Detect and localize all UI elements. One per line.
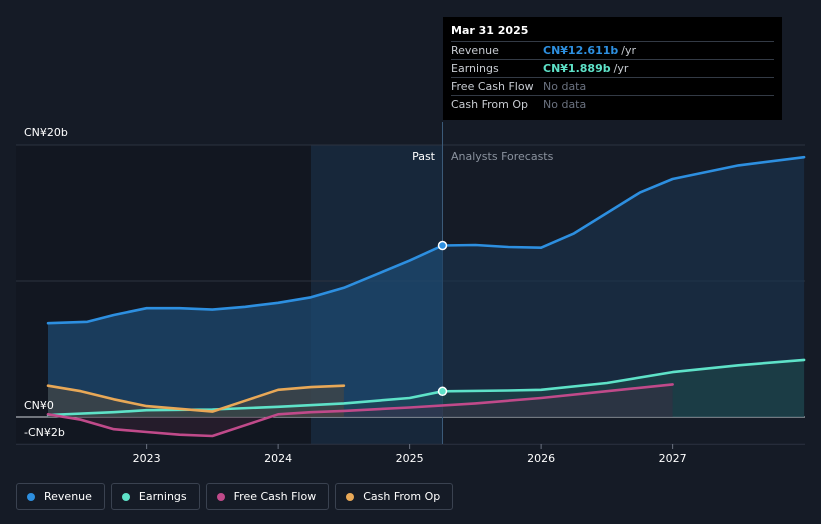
revenue-dot-icon	[27, 492, 35, 501]
legend-item-cash-from-op[interactable]: Cash From Op	[335, 483, 454, 510]
y-label-top: CN¥20b	[24, 126, 68, 139]
x-tick-label: 2025	[396, 452, 424, 465]
tooltip-row-revenue: Revenue CN¥12.611b /yr	[451, 41, 774, 59]
y-label-zero: CN¥0	[24, 399, 54, 412]
legend-item-revenue[interactable]: Revenue	[16, 483, 105, 510]
free-cash-flow-dot-icon	[216, 492, 225, 501]
tooltip-row-cfo: Cash From Op No data	[451, 95, 774, 113]
revenue-line	[46, 155, 806, 325]
tooltip-row-unit: /yr	[621, 44, 637, 57]
tooltip-row-fcf: Free Cash Flow No data	[451, 77, 774, 95]
x-tick-label: 2023	[133, 452, 161, 465]
legend: Revenue Earnings Free Cash Flow Cash Fro…	[16, 483, 454, 510]
tooltip-row-value: No data	[543, 80, 587, 93]
tooltip: Mar 31 2025 Revenue CN¥12.611b /yr Earni…	[443, 17, 782, 120]
tooltip-row-value: CN¥12.611b	[543, 44, 619, 57]
revenue-area-forecast	[442, 157, 805, 417]
free-cash-flow-line	[46, 383, 674, 438]
tooltip-row-label: Free Cash Flow	[451, 80, 534, 93]
forecast-label: Analysts Forecasts	[451, 150, 554, 163]
legend-item-earnings[interactable]: Earnings	[110, 483, 200, 510]
tooltip-row-value: No data	[543, 98, 587, 111]
earnings-line	[46, 358, 806, 417]
cash-from-op-dot-icon	[346, 492, 355, 501]
legend-label: Earnings	[138, 490, 187, 503]
financial-chart: CN¥20b CN¥0 -CN¥2b Past Analysts Forecas…	[16, 122, 806, 465]
tooltip-row-value: CN¥1.889b	[543, 62, 611, 75]
legend-label: Cash From Op	[363, 490, 441, 503]
tooltip-row-label: Revenue	[451, 44, 499, 57]
x-tick-label: 2027	[659, 452, 687, 465]
revenue-marker[interactable]	[437, 240, 448, 251]
legend-item-free-cash-flow[interactable]: Free Cash Flow	[205, 483, 330, 510]
tooltip-row-label: Cash From Op	[451, 98, 529, 111]
past-label: Past	[412, 150, 436, 163]
tooltip-row-earnings: Earnings CN¥1.889b /yr	[451, 59, 774, 77]
legend-label: Revenue	[44, 490, 92, 503]
tooltip-date: Mar 31 2025	[451, 24, 529, 37]
x-tick-label: 2024	[264, 452, 292, 465]
x-tick-label: 2026	[527, 452, 555, 465]
earnings-dot-icon	[121, 492, 130, 501]
legend-label: Free Cash Flow	[233, 490, 317, 503]
earnings-marker[interactable]	[437, 386, 448, 397]
tooltip-row-unit: /yr	[613, 62, 629, 75]
cash-from-op-line	[46, 384, 346, 413]
y-label-bottom: -CN¥2b	[24, 426, 65, 439]
tooltip-row-label: Earnings	[451, 62, 499, 75]
